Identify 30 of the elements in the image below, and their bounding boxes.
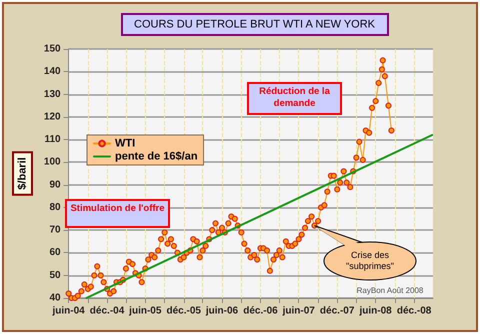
y-tick-label: 70: [49, 224, 62, 236]
y-tick-label: 40: [49, 292, 62, 304]
annotation: Stimulation de l'offre: [65, 199, 170, 228]
y-tick-label: 100: [44, 156, 62, 168]
x-tick-label: déc.-05: [166, 306, 202, 316]
annotation: Crise des "subprimes": [345, 250, 395, 272]
x-tick-label: juin-07: [282, 306, 316, 316]
chart-title: COURS DU PETROLE BRUT WTI A NEW YORK: [134, 18, 376, 30]
y-tick-label: 90: [49, 179, 62, 190]
legend-label: WTI: [115, 138, 136, 150]
x-tick-label: déc.-06: [243, 306, 278, 316]
y-axis-title: $/baril: [16, 157, 28, 190]
annotation: RayBon Août 2008: [356, 286, 424, 296]
x-tick-label: juin-08: [358, 306, 392, 316]
x-tick-label: déc.-08: [396, 306, 432, 316]
y-tick-label: 140: [44, 66, 62, 78]
y-tick-label: 80: [49, 202, 62, 213]
y-tick-label: 130: [44, 88, 62, 100]
y-tick-label: 120: [44, 111, 62, 122]
x-tick-label: juin-05: [128, 306, 162, 316]
annotation: Réduction de la demande: [247, 82, 342, 115]
y-tick-label: 110: [44, 134, 62, 146]
legend-label: pente de 16$/an: [115, 150, 198, 162]
y-tick-label: 60: [49, 247, 62, 258]
x-tick-label: juin-06: [204, 306, 239, 316]
x-tick-label: juin-04: [51, 306, 86, 316]
x-tick-label: déc.-04: [90, 306, 125, 316]
y-tick-label: 50: [49, 270, 62, 281]
x-tick-label: déc.-07: [320, 306, 355, 316]
y-tick-label: 150: [44, 44, 62, 54]
